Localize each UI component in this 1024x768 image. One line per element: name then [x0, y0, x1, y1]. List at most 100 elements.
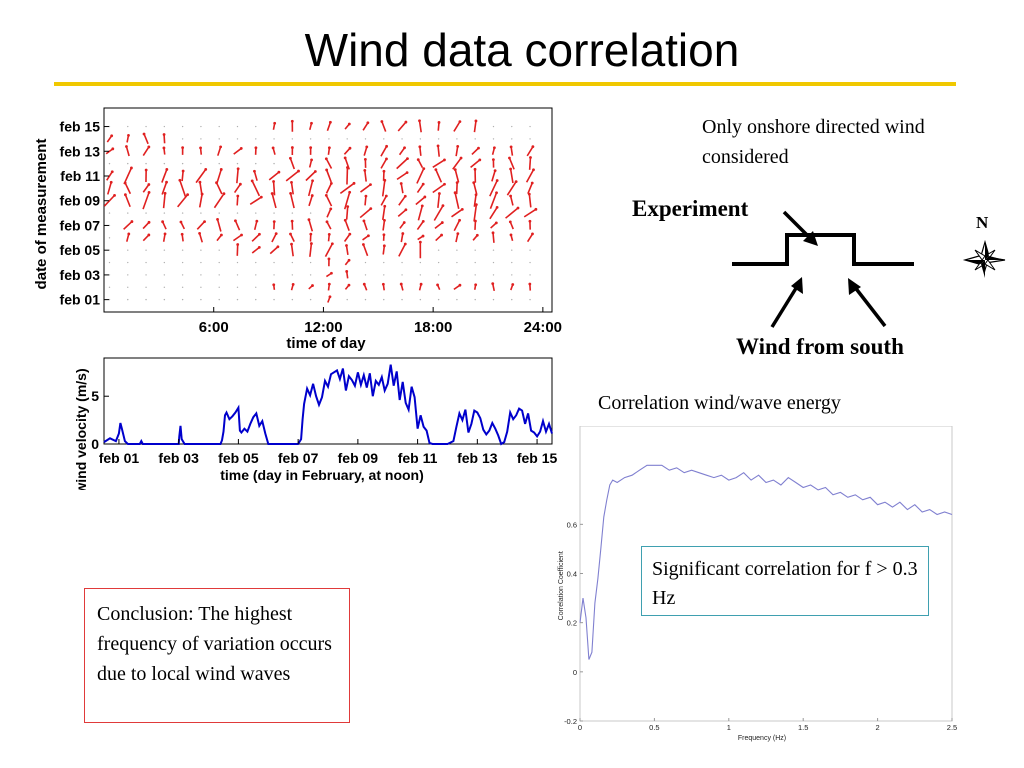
wind-vector-arrowhead — [419, 282, 423, 286]
wind-vector-arrow — [308, 195, 314, 207]
calm-point — [273, 261, 275, 264]
quiver-x-tick-label: 18:00 — [414, 319, 452, 336]
wind-vector-arrowhead — [327, 146, 331, 150]
wind-y-tick-label: 0 — [91, 436, 99, 452]
wind-vector-arrowhead — [420, 204, 424, 208]
wind-vector-arrowhead — [110, 134, 114, 138]
calm-point — [236, 298, 239, 301]
wind-vector-arrowhead — [272, 283, 276, 287]
wind-vector-arrowhead — [534, 207, 538, 211]
calm-point — [273, 298, 275, 301]
wind-vector-arrowhead — [236, 243, 240, 246]
calm-point — [236, 286, 239, 288]
wind-vector-arrow — [345, 245, 349, 255]
wind-vector-arrow — [123, 220, 133, 230]
wind-vector-arrowhead — [289, 156, 292, 160]
wind-vector-arrowhead — [458, 120, 462, 124]
wind-vector-arrow — [325, 158, 333, 169]
calm-point — [163, 162, 166, 165]
wind-vector-arrow — [305, 170, 316, 182]
wind-vector-arrowhead — [273, 121, 277, 125]
calm-point — [127, 298, 129, 301]
wind-x-tick-label: feb 03 — [158, 450, 199, 466]
wind-vector-arrow — [363, 220, 368, 231]
wind-vector-arrow — [470, 159, 481, 169]
wind-vector-arrow — [416, 220, 424, 231]
wind-vector-arrowhead — [474, 283, 478, 287]
wind-vector-arrowhead — [508, 220, 512, 224]
wind-vector-arrow — [380, 158, 388, 169]
calm-point — [383, 138, 385, 140]
wind-vector-arrow — [382, 245, 386, 255]
wind-vector-arrow — [434, 221, 443, 229]
calm-point — [255, 212, 257, 214]
calm-point — [529, 261, 531, 264]
wind-vector-arrow — [437, 193, 441, 208]
wind-x-tick-label: feb 13 — [457, 450, 498, 466]
shoreline-profile — [732, 233, 914, 266]
wind-vector-arrowhead — [418, 145, 422, 149]
wind-vector-arrow — [215, 182, 223, 195]
wind-arrowhead-right — [848, 278, 861, 295]
wind-vector-arrow — [123, 167, 133, 185]
wind-vector-arrow — [249, 196, 262, 205]
calm-point — [529, 298, 531, 301]
quiver-y-tick-label: feb 05 — [60, 242, 101, 258]
wind-arrow-left — [770, 284, 800, 328]
wind-vector-arrow — [326, 122, 332, 132]
wind-vector-arrow — [489, 180, 498, 197]
wind-vector-arrowhead — [416, 158, 420, 162]
experiment-pointer-arrow — [782, 210, 814, 242]
calm-point — [346, 138, 348, 140]
calm-point — [437, 138, 440, 140]
calm-point — [291, 212, 294, 214]
wind-vector-arrow — [360, 184, 371, 193]
wind-vector-arrow — [199, 181, 203, 195]
calm-point — [181, 298, 184, 301]
wind-vector-arrow — [216, 169, 223, 183]
wind-arrow-right — [852, 284, 887, 328]
wind-vector-arrowhead — [198, 180, 202, 184]
quiver-y-axis-label: date of measurement — [33, 139, 50, 290]
quiver-y-tick-label: feb 15 — [60, 119, 101, 135]
wind-vector-arrowhead — [531, 145, 535, 149]
calm-point — [419, 261, 422, 264]
wind-vector-arrow — [233, 183, 242, 193]
wind-vector-arrow — [398, 243, 406, 257]
wind-vector-arrowhead — [437, 192, 441, 195]
calm-point — [273, 138, 275, 140]
wind-vector-arrowhead — [347, 122, 351, 126]
calm-point — [236, 212, 239, 214]
wind-vector-arrow — [397, 209, 407, 217]
conclusion-box: Conclusion: The highest frequency of var… — [84, 588, 350, 723]
wind-vector-arrow — [471, 147, 480, 155]
calm-point — [145, 261, 147, 264]
wind-vector-arrow — [269, 246, 279, 255]
wind-vector-arrowhead — [382, 244, 386, 248]
wind-vector-arrow — [271, 233, 277, 243]
calm-point — [163, 125, 166, 128]
wind-vector-arrow — [236, 168, 239, 184]
calm-point — [236, 125, 239, 128]
calm-point — [273, 212, 275, 214]
wind-velocity-series — [103, 364, 553, 446]
wind-vector-arrowhead — [165, 180, 168, 184]
calm-point — [383, 261, 385, 264]
wind-vector-arrow — [142, 146, 150, 157]
quiver-y-tick-label: feb 09 — [60, 193, 101, 209]
wind-vector-arrowhead — [460, 207, 464, 211]
wind-vector-arrow — [142, 184, 150, 193]
wind-x-tick-label: feb 15 — [517, 450, 558, 466]
calm-point — [364, 298, 367, 301]
corr-y-tick-label: 0 — [573, 668, 577, 677]
wind-vector-arrow — [289, 233, 295, 242]
wind-vector-arrowhead — [161, 220, 165, 224]
wind-vector-arrow — [345, 206, 349, 220]
wind-x-tick-label: feb 07 — [278, 450, 319, 466]
wind-vector-arrow — [253, 171, 258, 181]
calm-point — [200, 125, 202, 128]
wind-vector-arrowhead — [290, 219, 294, 223]
corr-x-tick-label: 0.5 — [649, 723, 659, 732]
calm-point — [456, 274, 458, 276]
wind-vector-arrowhead — [347, 258, 351, 262]
